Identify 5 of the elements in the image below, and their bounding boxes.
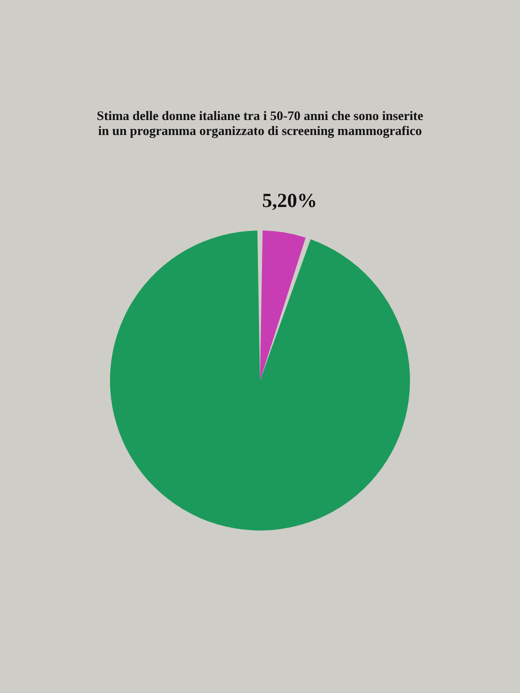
text: in un programma organizzato di screening mammografico xyxy=(98,123,422,138)
data-label: 5,20% xyxy=(262,190,318,212)
text: Stima delle donne italiane tra i 50-70 anni che sono inserite xyxy=(96,108,424,123)
pie-slice xyxy=(110,230,410,530)
pie-slice xyxy=(260,230,306,380)
